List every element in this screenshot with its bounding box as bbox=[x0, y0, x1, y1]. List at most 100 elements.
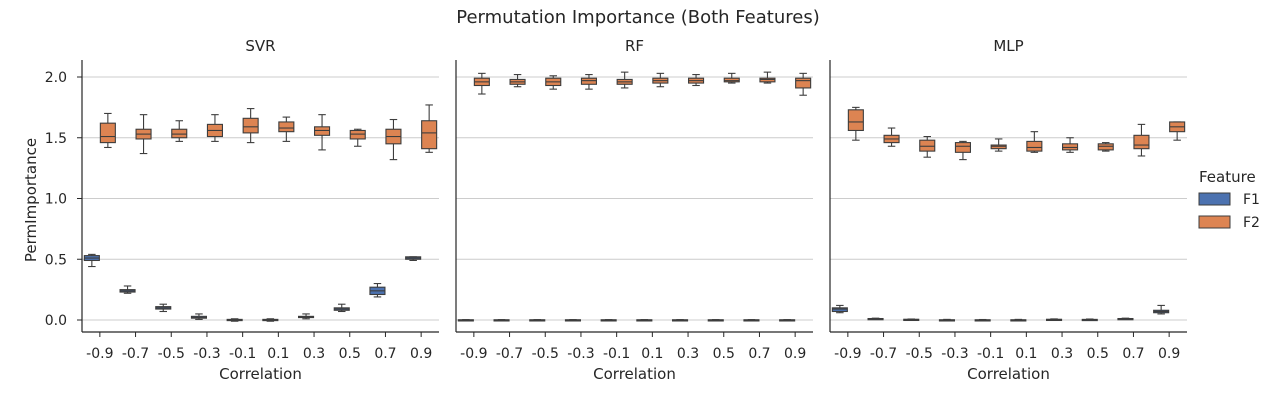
x-tick-label: -0.7 bbox=[122, 346, 149, 362]
x-tick-label: -0.1 bbox=[603, 346, 630, 362]
box-f2 bbox=[242, 108, 259, 144]
y-tick-label: 1.5 bbox=[45, 131, 67, 147]
x-tick-label: 0.5 bbox=[339, 346, 361, 362]
box-iqr bbox=[795, 77, 812, 89]
box-f1 bbox=[938, 318, 956, 322]
y-tick-label: 1.0 bbox=[45, 192, 67, 208]
box-iqr bbox=[990, 144, 1007, 150]
x-tick-label: 0.1 bbox=[1015, 346, 1037, 362]
box-iqr bbox=[99, 122, 116, 144]
box-f2 bbox=[278, 116, 295, 142]
box-f1 bbox=[1117, 317, 1134, 321]
x-axis-label: Correlation bbox=[219, 365, 302, 383]
box-f1 bbox=[974, 318, 991, 322]
x-tick-label: 0.5 bbox=[1087, 346, 1109, 362]
x-tick-label: 0.1 bbox=[641, 346, 663, 362]
box-f1 bbox=[903, 318, 920, 322]
chart-title: Permutation Importance (Both Features) bbox=[456, 7, 819, 28]
x-tick-label: -0.1 bbox=[977, 346, 1004, 362]
box-f2 bbox=[616, 71, 633, 89]
box-f2 bbox=[171, 120, 188, 142]
box-iqr bbox=[954, 142, 972, 153]
box-f2 bbox=[1133, 123, 1150, 157]
x-tick-label: -0.3 bbox=[567, 346, 594, 362]
box-f2 bbox=[919, 135, 936, 158]
panel-title: SVR bbox=[245, 37, 275, 55]
box-f1 bbox=[226, 318, 243, 322]
x-tick-label: 0.7 bbox=[374, 346, 396, 362]
x-tick-label: -0.5 bbox=[532, 346, 559, 362]
box-f2 bbox=[421, 104, 438, 153]
box-f1 bbox=[83, 253, 100, 268]
box-iqr bbox=[831, 307, 848, 313]
box-iqr bbox=[421, 120, 438, 150]
box-f1 bbox=[405, 256, 422, 262]
box-f1 bbox=[564, 319, 582, 322]
box-f2 bbox=[1097, 142, 1114, 152]
x-tick-label: -0.3 bbox=[941, 346, 968, 362]
y-tick-label: 0.5 bbox=[45, 252, 67, 268]
legend-swatch-f1 bbox=[1198, 192, 1231, 206]
box-f2 bbox=[1169, 121, 1186, 141]
box-iqr bbox=[278, 121, 295, 133]
box-f2 bbox=[206, 114, 223, 142]
x-tick-label: 0.3 bbox=[303, 346, 325, 362]
box-iqr bbox=[1133, 134, 1150, 150]
box-iqr bbox=[1026, 140, 1043, 152]
y-tick-label: 0.0 bbox=[45, 313, 67, 329]
legend-swatch-f2 bbox=[1198, 215, 1231, 229]
box-iqr bbox=[847, 109, 864, 132]
x-tick-label: 0.9 bbox=[784, 346, 806, 362]
legend-label-f1: F1 bbox=[1243, 192, 1260, 208]
box-f1 bbox=[369, 282, 386, 298]
box-f2 bbox=[1026, 131, 1043, 153]
legend-title: Feature bbox=[1199, 168, 1256, 186]
box-f1 bbox=[119, 285, 136, 294]
box-f1 bbox=[262, 318, 279, 322]
x-tick-label: -0.5 bbox=[906, 346, 933, 362]
box-f1 bbox=[600, 319, 617, 322]
x-axis-label: Correlation bbox=[593, 365, 676, 383]
panels: SVR 0.0 0.5 1.0 1.5 2.0 Correlation -0.9 -0.7 -0.… bbox=[45, 37, 1187, 383]
panel-rf: RF Correlation -0.9 -0.7 -0.5 -0.3 -0.1 0.1 0.3 0… bbox=[455, 37, 813, 383]
box-f2 bbox=[473, 72, 490, 95]
legend: Feature F1 F2 bbox=[1198, 168, 1260, 231]
box-f1 bbox=[190, 313, 207, 320]
box-f2 bbox=[652, 72, 669, 88]
x-tick-label: 0.5 bbox=[713, 346, 735, 362]
box-iqr bbox=[242, 117, 259, 134]
box-f1 bbox=[155, 303, 172, 313]
x-tick-label: -0.5 bbox=[158, 346, 185, 362]
x-tick-label: -0.1 bbox=[229, 346, 256, 362]
box-iqr bbox=[759, 77, 776, 83]
x-tick-label: -0.9 bbox=[460, 346, 487, 362]
box-f2 bbox=[313, 114, 331, 151]
box-f1 bbox=[493, 319, 510, 322]
box-f2 bbox=[954, 140, 972, 161]
box-f2 bbox=[385, 118, 402, 161]
x-tick-label: -0.9 bbox=[86, 346, 113, 362]
box-f2 bbox=[883, 127, 900, 147]
panel-svr: SVR 0.0 0.5 1.0 1.5 2.0 Correlation -0.9 -0.7 -0.… bbox=[45, 37, 439, 383]
x-tick-label: -0.3 bbox=[193, 346, 220, 362]
box-f2 bbox=[723, 72, 740, 84]
box-f2 bbox=[1062, 137, 1079, 153]
box-f1 bbox=[743, 319, 760, 322]
box-f2 bbox=[135, 114, 152, 155]
box-f1 bbox=[1010, 318, 1027, 322]
x-tick-label: 0.9 bbox=[410, 346, 432, 362]
box-f1 bbox=[1081, 318, 1098, 322]
x-tick-label: 0.7 bbox=[1122, 346, 1144, 362]
box-iqr bbox=[171, 128, 188, 139]
x-tick-label: 0.7 bbox=[748, 346, 770, 362]
box-f1 bbox=[1153, 304, 1170, 315]
x-tick-label: 0.9 bbox=[1158, 346, 1180, 362]
box-f1 bbox=[707, 319, 724, 322]
box-f1 bbox=[333, 303, 350, 313]
x-axis-label: Correlation bbox=[967, 365, 1050, 383]
panel-mlp: MLP Correlation -0.9 -0.7 -0.5 -0.3 -0.1 0.1 0.3… bbox=[829, 37, 1187, 383]
box-f1 bbox=[867, 317, 884, 321]
x-tick-label: -0.9 bbox=[834, 346, 861, 362]
box-f2 bbox=[990, 138, 1007, 152]
